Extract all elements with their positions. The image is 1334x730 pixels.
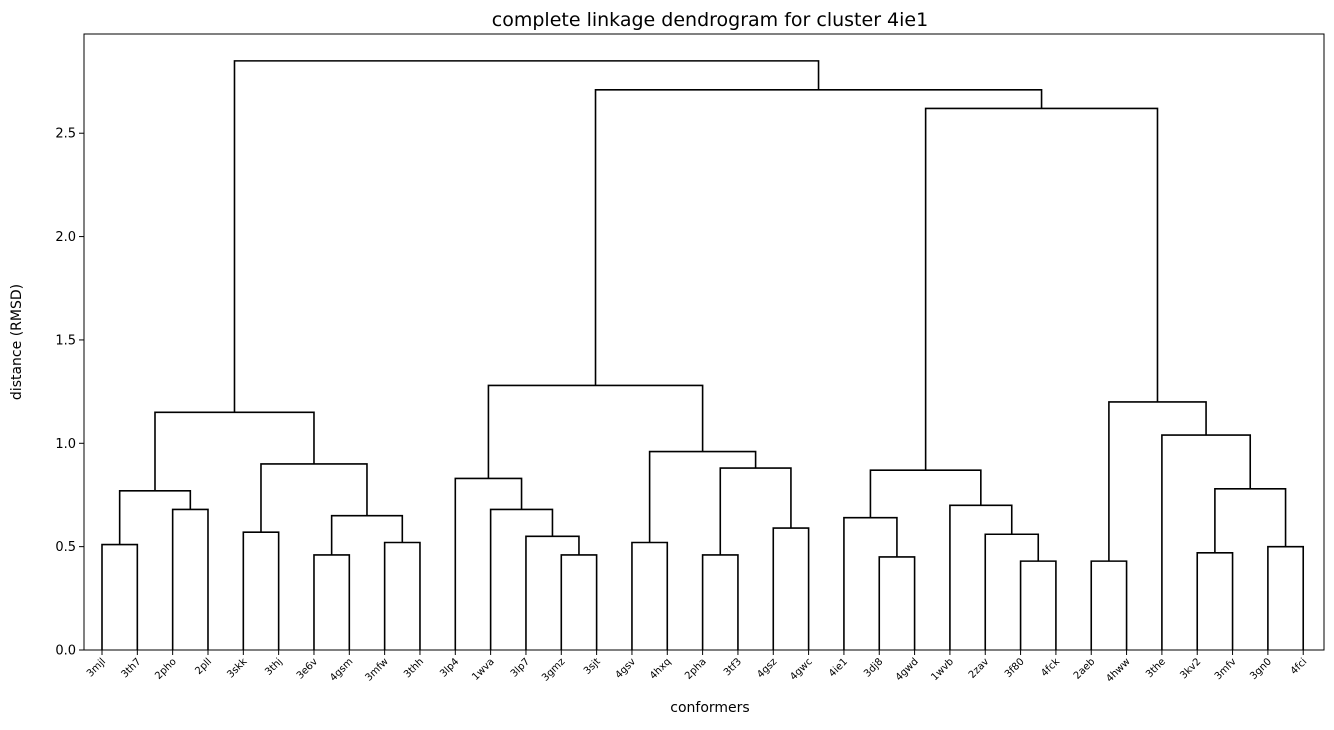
leaf-label: 4gsz bbox=[755, 656, 779, 680]
dendrogram-link bbox=[454, 477, 523, 650]
leaf-label: 2aeb bbox=[1072, 656, 1097, 681]
leaf-label: 2pha bbox=[683, 656, 709, 682]
chart-title: complete linkage dendrogram for cluster … bbox=[492, 9, 928, 31]
dendrogram-link bbox=[383, 541, 421, 650]
y-axis-label: distance (RMSD) bbox=[9, 284, 25, 400]
leaf-label: 3th7 bbox=[119, 656, 143, 680]
leaf-label: 4fci bbox=[1289, 656, 1310, 677]
dendrogram-link bbox=[843, 516, 898, 650]
dendrogram-link bbox=[984, 533, 1040, 650]
dendrogram-link bbox=[101, 543, 139, 650]
leaf-label: 3kv2 bbox=[1178, 656, 1203, 681]
leaf-label: 4gwc bbox=[788, 656, 814, 682]
y-tick-label: 0.0 bbox=[55, 644, 76, 659]
dendrogram-link bbox=[924, 107, 1159, 471]
leaf-label: 4fck bbox=[1039, 656, 1062, 679]
y-tick-label: 1.0 bbox=[55, 437, 76, 452]
leaf-label: 3dj8 bbox=[862, 656, 885, 679]
leaf-label: 1wva bbox=[470, 656, 497, 683]
x-axis-label: conformers bbox=[670, 700, 749, 716]
leaf-label: 3thh bbox=[402, 656, 426, 680]
leaf-label: 2zav bbox=[967, 656, 992, 681]
dendrogram-link bbox=[260, 463, 368, 533]
dendrogram-link bbox=[1108, 401, 1207, 562]
dendrogram-link bbox=[489, 508, 554, 650]
dendrogram-link bbox=[1019, 560, 1057, 650]
dendrogram-link bbox=[1267, 545, 1305, 650]
y-tick-label: 2.5 bbox=[55, 127, 76, 142]
leaf-label: 4gwd bbox=[894, 656, 921, 683]
leaf-label: 4hxq bbox=[648, 656, 673, 681]
dendrogram-link bbox=[242, 531, 280, 650]
leaf-label: 3mfw bbox=[363, 656, 390, 683]
dendrogram-link bbox=[594, 89, 1043, 386]
leaf-label: 3lp4 bbox=[438, 656, 461, 679]
plot-frame bbox=[83, 33, 1325, 651]
dendrogram-link bbox=[701, 554, 739, 650]
dendrogram-link bbox=[560, 554, 598, 650]
dendrogram-link bbox=[878, 556, 916, 650]
dendrogram-link bbox=[525, 535, 580, 650]
leaf-label: 3sjt bbox=[582, 656, 603, 677]
leaf-label: 3lp7 bbox=[509, 656, 532, 679]
leaf-label: 4gsm bbox=[328, 656, 355, 683]
leaf-label: 3tf3 bbox=[722, 656, 744, 678]
dendrogram-link bbox=[1161, 434, 1252, 650]
leaf-label: 3gn0 bbox=[1248, 656, 1274, 682]
dendrogram-link bbox=[1196, 552, 1234, 650]
leaf-label: 2pho bbox=[153, 656, 179, 682]
leaf-label: 3the bbox=[1144, 656, 1168, 680]
leaf-label: 3f80 bbox=[1003, 656, 1027, 680]
dendrogram-link bbox=[487, 384, 704, 479]
leaf-label: 3skk bbox=[225, 656, 249, 680]
leaf-label: 3thj bbox=[263, 656, 285, 678]
leaf-label: 4ie1 bbox=[827, 656, 850, 679]
dendrogram-link bbox=[949, 504, 1013, 650]
dendrogram-link bbox=[869, 469, 982, 518]
dendrogram-link bbox=[154, 411, 315, 491]
y-tick-label: 2.0 bbox=[55, 230, 76, 245]
dendrogram-link bbox=[648, 450, 757, 543]
dendrogram-link bbox=[719, 467, 792, 555]
plot-area: 0.0 0.5 1.0 1.5 2.0 2.5 3mjl 3th7 2pho 2pll 3skk 3t… bbox=[55, 60, 1310, 685]
dendrogram-link bbox=[631, 541, 669, 650]
leaf-label: 4hww bbox=[1104, 656, 1132, 684]
dendrogram-link bbox=[233, 60, 820, 413]
dendrogram-link bbox=[1090, 560, 1128, 650]
dendrogram-link bbox=[330, 514, 404, 555]
leaf-label: 3mjl bbox=[85, 656, 108, 679]
dendrogram-link bbox=[313, 554, 351, 650]
leaf-label: 3e6v bbox=[295, 656, 320, 681]
y-tick-label: 0.5 bbox=[55, 540, 76, 555]
dendrogram-link bbox=[118, 490, 192, 545]
y-tick-label: 1.5 bbox=[55, 333, 76, 348]
dendrogram-link bbox=[772, 527, 810, 650]
leaf-label: 3gmz bbox=[540, 656, 567, 683]
leaf-label: 4gsv bbox=[613, 656, 638, 681]
leaf-label: 1wvb bbox=[929, 656, 956, 683]
dendrogram-link bbox=[171, 508, 209, 650]
leaf-label: 2pll bbox=[193, 656, 214, 677]
leaf-label: 3mfv bbox=[1213, 656, 1239, 682]
dendrogram-link bbox=[1214, 487, 1287, 553]
